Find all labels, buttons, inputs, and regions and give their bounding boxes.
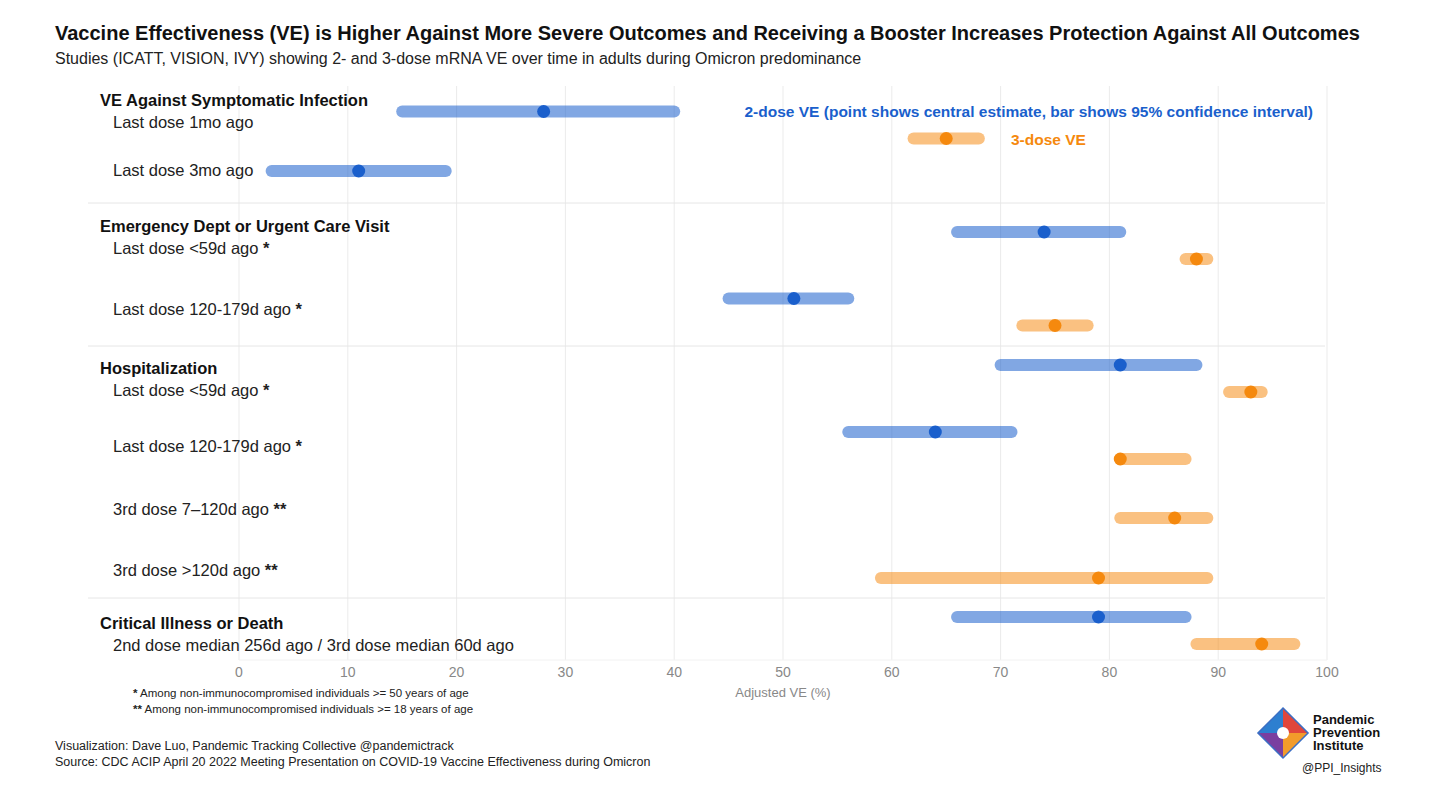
row-label: Last dose 120-179d ago * (113, 437, 303, 455)
ci-bar (402, 106, 674, 118)
grid-line (456, 86, 457, 660)
tick-label: 70 (993, 664, 1009, 680)
point (1168, 512, 1181, 525)
point (537, 105, 550, 118)
point (929, 426, 942, 439)
row-label: Last dose 1mo ago (113, 113, 253, 131)
tick-label: 50 (775, 664, 791, 680)
logo (1259, 709, 1307, 757)
point (940, 132, 953, 145)
tick-label: 30 (558, 664, 574, 680)
point (1190, 253, 1203, 266)
row-label: 2nd dose median 256d ago / 3rd dose medi… (113, 636, 514, 654)
ci-bar (1229, 386, 1262, 398)
ci-bar (914, 133, 979, 145)
chart: Vaccine Effectiveness (VE) is Higher Aga… (0, 0, 1440, 793)
point (352, 165, 365, 178)
logo-text: Institute (1313, 738, 1364, 753)
ci-bar (881, 572, 1207, 584)
grid-line (565, 86, 566, 660)
tick-label: 60 (884, 664, 900, 680)
ci-bar (1196, 638, 1294, 650)
ci-bar (1120, 512, 1207, 524)
row-label: 3rd dose >120d ago ** (113, 561, 278, 579)
row-label: Last dose <59d ago * (113, 381, 270, 399)
tick-label: 100 (1315, 664, 1339, 680)
legend-entry: 2-dose VE (point shows central estimate,… (745, 103, 1314, 120)
grid-line (1327, 86, 1328, 660)
ci-bar (1022, 320, 1087, 332)
point (1049, 319, 1062, 332)
tick-label: 10 (340, 664, 356, 680)
point (787, 292, 800, 305)
grid (239, 86, 1327, 660)
logo-diamond (1259, 709, 1307, 757)
separator (88, 598, 1325, 599)
ci-bar (1120, 453, 1185, 465)
credit: Source: CDC ACIP April 20 2022 Meeting P… (55, 755, 650, 769)
row-label: Last dose 120-179d ago * (113, 300, 303, 318)
ci-bar (957, 611, 1185, 623)
credit: Visualization: Dave Luo, Pandemic Tracki… (55, 739, 455, 753)
grid-line (783, 86, 784, 660)
subtitle: Studies (ICATT, VISION, IVY) showing 2- … (55, 50, 861, 67)
title: Vaccine Effectiveness (VE) is Higher Aga… (55, 22, 1360, 44)
ci-bar (272, 165, 446, 177)
logo-handle: @PPI_Insights (1302, 761, 1382, 775)
ci-bar (848, 426, 1011, 438)
ci-bar (957, 226, 1120, 238)
row-label: 3rd dose 7–120d ago ** (113, 500, 287, 518)
group-label: VE Against Symptomatic Infection (100, 91, 368, 109)
point (1092, 611, 1105, 624)
point (1114, 359, 1127, 372)
row-label: Last dose <59d ago * (113, 239, 270, 257)
row-label: Last dose 3mo ago (113, 161, 253, 179)
tick-label: 90 (1210, 664, 1226, 680)
tick-label: 0 (235, 664, 243, 680)
footnote: * Among non-immunocompromised individual… (133, 687, 469, 699)
axis-label: Adjusted VE (%) (735, 685, 830, 700)
ci-bar (729, 293, 849, 305)
group-label: Emergency Dept or Urgent Care Visit (100, 217, 390, 235)
ci-bar (1001, 359, 1197, 371)
separator (88, 346, 1325, 347)
tick-label: 20 (449, 664, 465, 680)
separator (88, 203, 1325, 204)
point (1114, 453, 1127, 466)
marks (272, 105, 1295, 651)
grid-line (1218, 86, 1219, 660)
axis-line (239, 660, 1327, 661)
logo-dot (1277, 727, 1289, 739)
point (1255, 638, 1268, 651)
grid-line (674, 86, 675, 660)
tick-label: 40 (666, 664, 682, 680)
legend-entry: 3-dose VE (1011, 131, 1086, 148)
point (1244, 386, 1257, 399)
group-label: Hospitalization (100, 359, 217, 377)
point (1092, 572, 1105, 585)
footnote: ** Among non-immunocompromised individua… (133, 703, 473, 715)
point (1038, 226, 1051, 239)
group-label: Critical Illness or Death (100, 614, 283, 632)
ci-bar (1186, 253, 1208, 265)
tick-label: 80 (1102, 664, 1118, 680)
